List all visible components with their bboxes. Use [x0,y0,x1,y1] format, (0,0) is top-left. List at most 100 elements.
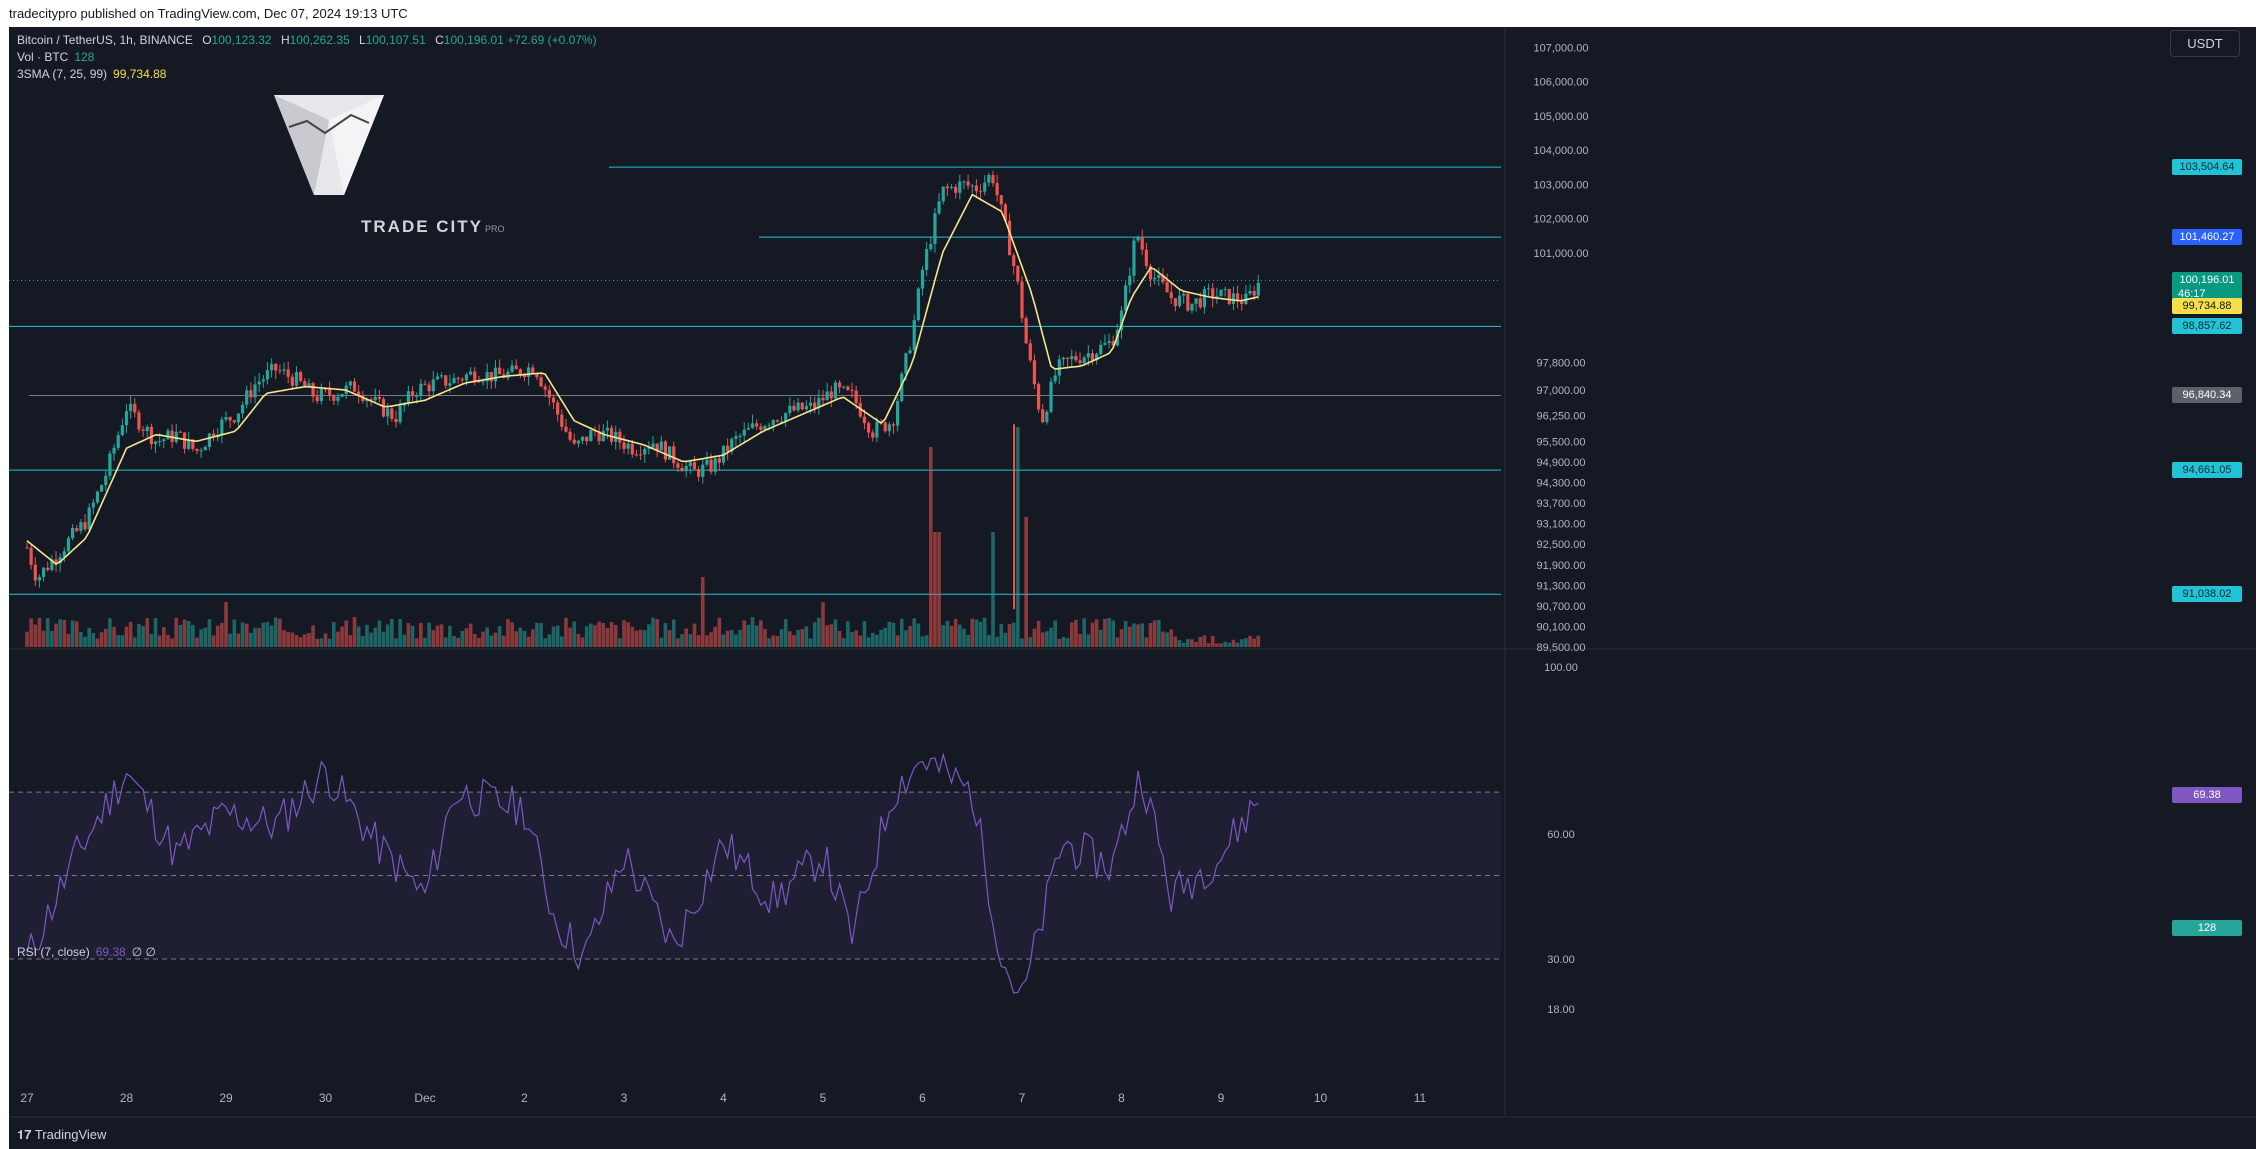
volume-bar [738,629,742,647]
level-price-tag[interactable]: 96,840.34 [2172,387,2242,404]
volume-bar [1132,623,1136,647]
volume-bar [904,630,908,647]
candle-body [460,379,464,381]
volume-bar [468,623,473,647]
volume-bar [779,629,784,647]
legend-rsi: RSI (7, close) 69.38 ∅ ∅ [17,945,156,959]
volume-bar [908,625,912,647]
candle-body [618,431,622,443]
candle-body [634,454,639,456]
candle-body [112,447,116,454]
candle-body [1007,220,1012,256]
candle-body [1111,341,1115,346]
candle-body [883,422,887,432]
level-price-tag[interactable]: 103,504.64 [2172,159,2242,176]
chart-canvas[interactable]: 107,000.00 106,000.00 105,000.00 104,000.00… [9,27,2256,1149]
volume-bar [464,628,469,647]
volume-bar [518,627,523,647]
volume-bar [680,634,684,647]
level-price-tag[interactable]: 101,460.27 [2172,229,2242,246]
candle-body [775,420,779,422]
candle-body [133,403,137,413]
volume-bar [497,626,502,647]
candle-body [1227,288,1231,304]
quote-currency-button[interactable]: USDT [2170,30,2240,57]
volume-bar [1069,622,1074,647]
candle-body [945,186,949,189]
candle-body [1144,249,1148,266]
volume-bar [406,623,411,647]
candle-body [1248,291,1252,294]
candle-body [622,442,626,449]
candle-body [66,538,71,552]
candle-body [473,371,477,382]
volume-bar [1235,642,1240,647]
volume-bar [941,625,946,647]
price-tick-label: 94,300.00 [1537,478,1586,490]
legend-close: 100,196.01 [443,33,504,47]
level-price-tag[interactable]: 94,661.05 [2172,462,2242,479]
candle-body [804,405,809,410]
volume-bar [1215,643,1219,647]
candle-body [452,377,456,384]
candle-body [448,383,452,386]
candle-body [390,408,394,419]
volume-bar [974,619,979,647]
volume-bar [671,619,676,647]
candle-body [875,422,879,438]
volume-bar [302,634,307,647]
candle-body [137,412,141,430]
candle-body [1157,275,1161,278]
candle-body [498,367,502,375]
candle-body [58,557,62,564]
candle-body [423,383,427,385]
time-tick-label: 9 [1218,1091,1225,1105]
volume-bar [278,618,282,647]
volume-bar [182,619,187,647]
volume-bar [1115,637,1120,647]
candle-body [1003,204,1008,221]
candle-body [87,507,91,530]
candle-body [373,397,377,401]
level-price-tag[interactable]: 91,038.02 [2172,586,2242,603]
candle-body [655,443,659,451]
legend-ohlc: Bitcoin / TetherUS, 1h, BINANCE O100,123… [17,33,597,47]
volume-bar [717,617,722,647]
candle-body [1024,318,1028,344]
chart-frame[interactable]: 107,000.00 106,000.00 105,000.00 104,000.00… [9,27,2256,1149]
volume-tag[interactable]: 128 [2172,920,2242,936]
volume-bar [282,630,286,647]
sma-price-tag[interactable]: 99,734.88 [2172,298,2242,315]
volume-bar [962,628,966,647]
volume-bar [854,630,858,647]
rsi-value-tag[interactable]: 69.38 [2172,786,2242,803]
candle-body [435,376,440,380]
trade-city-logo-icon [274,95,384,195]
candle-body [1057,359,1061,376]
volume-bar [1177,640,1182,647]
volume-bar [1223,641,1227,647]
volume-bar [58,619,62,647]
candle-body [124,411,129,426]
volume-bar [862,621,867,647]
candle-body [854,390,858,404]
candle-body [203,446,207,451]
candle-body [958,181,962,193]
legend-volume: Vol · BTC 128 [17,50,95,64]
candle-body [1173,298,1177,307]
candle-body [270,363,274,371]
volume-bar [108,618,112,647]
candle-body [489,372,493,382]
volume-bar [336,631,340,647]
tradingview-brand[interactable]: 𝟏𝟕 TradingView [17,1127,107,1142]
volume-bar [149,633,154,647]
legend-high: 100,262.35 [289,33,350,47]
candle-body [410,391,415,397]
candle-body [1066,357,1070,360]
volume-bar [456,637,460,647]
volume-bar [431,630,436,647]
level-price-tag[interactable]: 98,857.62 [2172,318,2242,335]
candle-body [357,391,361,396]
volume-bar [804,626,809,647]
volume-bar [236,633,241,647]
